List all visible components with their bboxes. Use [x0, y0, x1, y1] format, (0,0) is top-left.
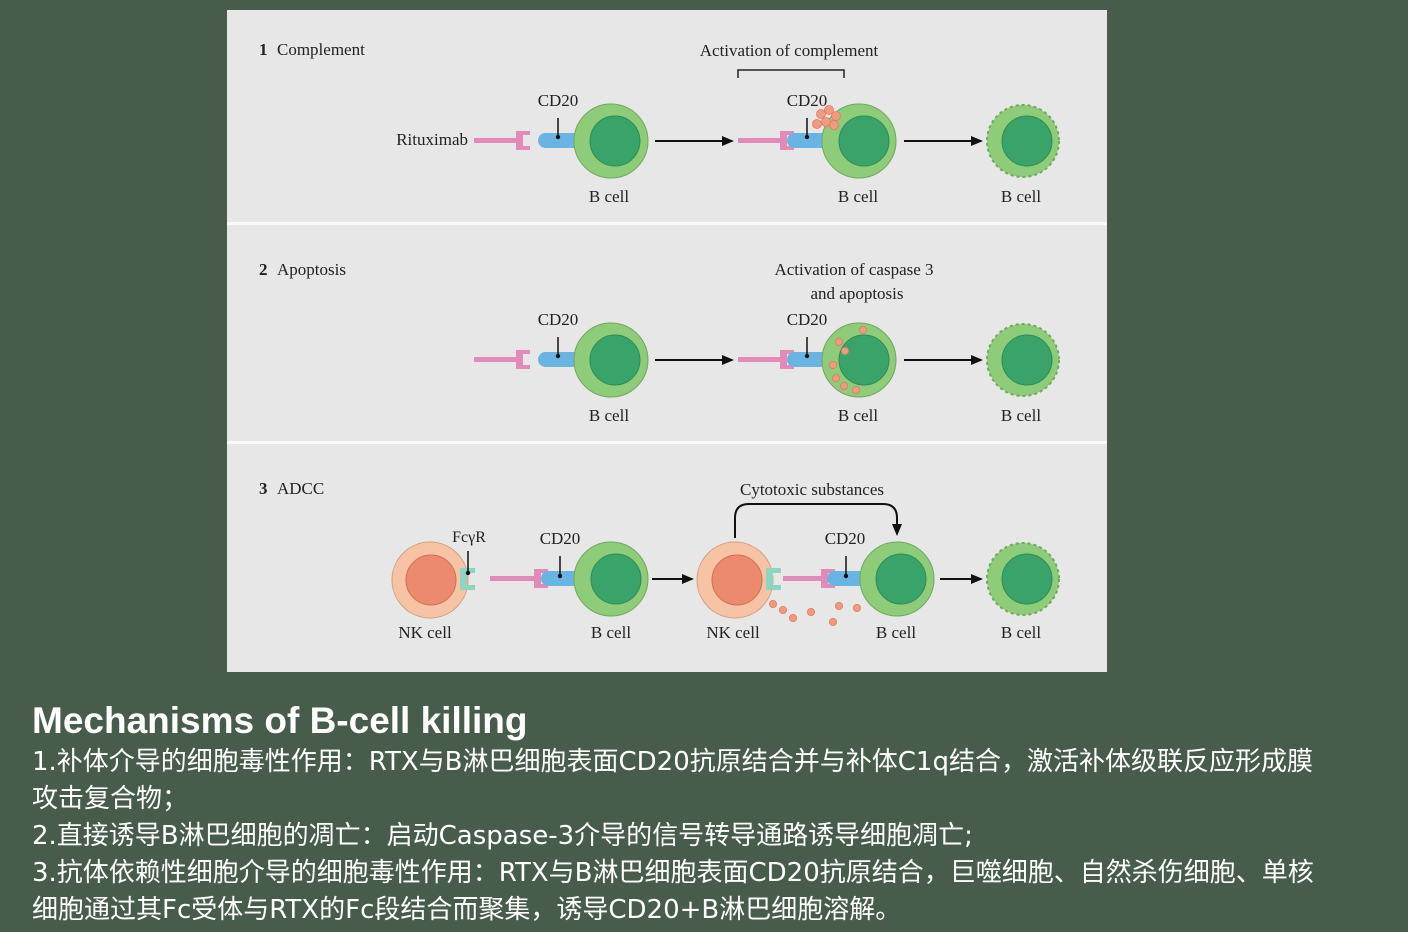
complement-cluster — [812, 105, 841, 130]
lysed-b-cell — [986, 542, 1060, 616]
b-cell-label: B cell — [1001, 406, 1041, 425]
panel-divider — [227, 222, 1107, 225]
panel-divider — [227, 441, 1107, 444]
cd20-label: CD20 — [538, 310, 579, 329]
rituximab-antibody — [490, 569, 548, 588]
cd20-label: CD20 — [787, 91, 828, 110]
panel-number: 2 — [259, 260, 268, 279]
b-cell-label: B cell — [589, 406, 629, 425]
b-cell-label: B cell — [838, 406, 878, 425]
mechanism-figure: 1 Complement Activation of complement Ri… — [227, 10, 1107, 672]
b-cell — [573, 103, 649, 179]
rituximab-antibody — [738, 131, 794, 150]
activation-bracket — [737, 69, 845, 78]
mechanism-diagram: 1 Complement Activation of complement Ri… — [227, 40, 1107, 642]
cd20-label: CD20 — [538, 91, 579, 110]
cd20-label: CD20 — [825, 529, 866, 548]
b-cell-label: B cell — [589, 187, 629, 206]
caption-line-adcc: 3.抗体依赖性细胞介导的细胞毒性作用：RTX与B淋巴细胞表面CD20抗原结合，巨… — [32, 858, 1314, 925]
fc-receptor — [460, 568, 475, 590]
activation-label: Activation of complement — [700, 41, 879, 60]
b-cell — [821, 322, 897, 398]
cd20-receptor — [787, 133, 831, 148]
caption-line-complement: 1.补体介导的细胞毒性作用：RTX与B淋巴细胞表面CD20抗原结合并与补体C1q… — [32, 747, 1313, 814]
cytotoxic-label: Cytotoxic substances — [740, 480, 884, 499]
lysed-b-cell — [986, 323, 1060, 397]
cd20-receptor — [827, 571, 869, 586]
fc-receptor — [766, 568, 781, 590]
b-cell-label: B cell — [838, 187, 878, 206]
nk-cell — [696, 541, 774, 619]
panel-title: Apoptosis — [277, 260, 346, 279]
panel-title: Complement — [277, 40, 365, 59]
panel-title: ADCC — [277, 479, 324, 498]
caspase-particles — [829, 325, 868, 394]
b-cell-label: B cell — [591, 623, 631, 642]
rituximab-antibody — [474, 350, 530, 369]
b-cell-label: B cell — [1001, 187, 1041, 206]
panel-complement: 1 Complement Activation of complement Ri… — [259, 40, 1060, 206]
b-cell-label: B cell — [876, 623, 916, 642]
panel-adcc: 3 ADCC NK cell FcγR CD20 B cell — [259, 479, 1060, 642]
cd20-label: CD20 — [540, 529, 581, 548]
cd20-receptor — [538, 133, 582, 148]
b-cell — [821, 103, 897, 179]
nk-cell — [391, 541, 469, 619]
panel-number: 1 — [259, 40, 268, 59]
cd20-receptor — [538, 352, 582, 367]
b-cell — [573, 541, 649, 617]
caption: Mechanisms of B-cell killing 1.补体介导的细胞毒性… — [32, 698, 1392, 929]
caption-title: Mechanisms of B-cell killing — [32, 700, 528, 741]
activation-label: Activation of caspase 3 — [774, 260, 933, 279]
panel-number: 3 — [259, 479, 268, 498]
rituximab-antibody — [738, 350, 794, 369]
cd20-receptor — [787, 352, 831, 367]
fc-receptor-label: FcγR — [452, 529, 486, 546]
rituximab-label: Rituximab — [396, 130, 468, 149]
cytotoxic-arrow — [734, 503, 902, 538]
b-cell-label: B cell — [1001, 623, 1041, 642]
cytotoxic-particles — [769, 600, 862, 627]
nk-cell-label: NK cell — [398, 623, 452, 642]
panel-apoptosis: 2 Apoptosis Activation of caspase 3 and … — [259, 260, 1060, 425]
caption-line-apoptosis: 2.直接诱导B淋巴细胞的凋亡：启动Caspase-3介导的信号转导通路诱导细胞凋… — [32, 821, 973, 851]
nk-cell-label: NK cell — [706, 623, 760, 642]
lysed-b-cell — [986, 104, 1060, 178]
rituximab-antibody — [474, 131, 530, 150]
cd20-label: CD20 — [787, 310, 828, 329]
b-cell — [859, 541, 935, 617]
activation-label-line2: and apoptosis — [810, 284, 903, 303]
b-cell — [573, 322, 649, 398]
